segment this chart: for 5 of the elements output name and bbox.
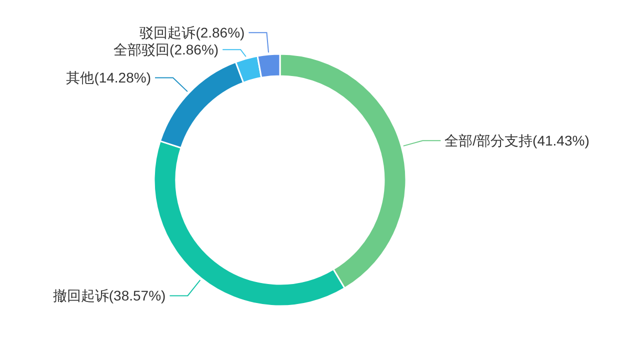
slice-label: 全部/部分支持(41.43%) bbox=[444, 132, 590, 149]
slice-label: 撤回起诉(38.57%) bbox=[52, 288, 166, 304]
slice-label: 驳回起诉(2.86%) bbox=[140, 24, 245, 41]
slice-label: 其他(14.28%) bbox=[66, 70, 152, 86]
slice-label: 全部驳回(2.86%) bbox=[114, 42, 219, 58]
